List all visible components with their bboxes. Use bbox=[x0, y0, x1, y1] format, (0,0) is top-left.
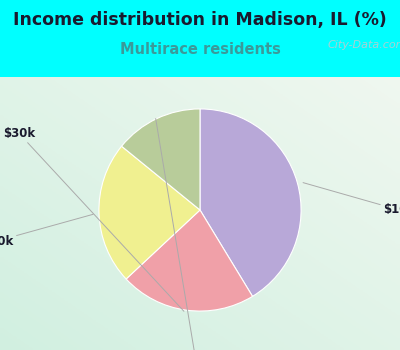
Text: Multirace residents: Multirace residents bbox=[120, 42, 280, 57]
Text: $30k: $30k bbox=[3, 127, 184, 311]
Wedge shape bbox=[122, 109, 200, 210]
Text: $75k: $75k bbox=[156, 119, 216, 350]
Wedge shape bbox=[126, 210, 252, 311]
Text: Income distribution in Madison, IL (%): Income distribution in Madison, IL (%) bbox=[13, 10, 387, 28]
Wedge shape bbox=[99, 146, 200, 279]
Text: $10k: $10k bbox=[303, 183, 400, 217]
Wedge shape bbox=[200, 109, 301, 296]
Text: $200k: $200k bbox=[0, 214, 93, 248]
Text: City-Data.com: City-Data.com bbox=[328, 40, 400, 50]
